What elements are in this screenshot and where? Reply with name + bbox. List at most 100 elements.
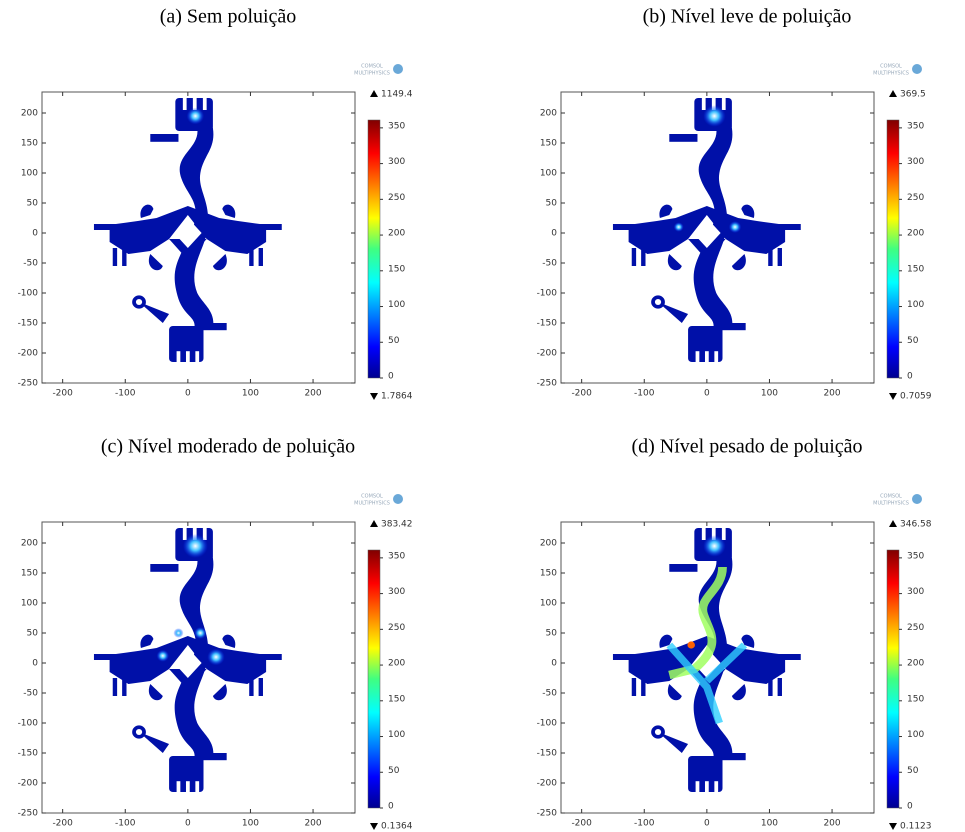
min-icon [370,823,378,830]
colorbar-tick-label: 200 [388,659,405,669]
y-tick-label: -250 [537,809,558,819]
panel: (c) Nível moderado de poluição COMSOLMULT… [18,436,413,832]
y-tick-label: 0 [551,659,557,669]
y-tick-label: 50 [546,199,558,209]
panel-title: (d) Nível pesado de poluição [631,436,862,458]
y-tick-label: 200 [540,109,557,119]
max-icon [370,520,378,527]
logo-text: MULTIPHYSICS [354,71,390,77]
hot-spot [156,649,170,662]
panel-title: (a) Sem poluição [160,6,297,28]
y-tick-label: -100 [537,719,558,729]
y-tick-label: -100 [18,289,39,299]
colorbar-tick-label: 200 [907,229,924,239]
plot-frame [41,91,356,384]
y-tick-label: 150 [21,569,38,579]
min-value: 0.1364 [381,822,413,832]
y-tick-label: 50 [546,629,558,639]
hot-spot [703,535,726,557]
y-tick-label: 0 [32,229,38,239]
colorbar-tick-label: 350 [388,121,405,131]
field-shape [93,528,282,792]
colorbar-tick-label: 150 [907,264,924,274]
hot-spot [673,222,684,232]
y-tick-label: -200 [18,779,39,789]
min-value: 0.7059 [900,392,932,402]
logo-text: MULTIPHYSICS [873,501,909,507]
y-tick-label: 200 [540,539,557,549]
geometry [93,528,282,792]
field-shape [612,97,801,362]
y-tick-label: 200 [21,539,38,549]
colorbar-tick-label: 50 [388,336,400,346]
y-tick-label: 150 [21,139,38,149]
y-tick-label: -250 [18,809,39,819]
colorbar-tick-label: 0 [388,372,394,382]
x-tick-label: 0 [704,819,710,829]
panel-title: (b) Nível leve de poluição [643,6,852,28]
x-tick-label: -100 [115,819,136,829]
colorbar-tick-label: 150 [907,694,924,704]
stress-band [668,566,727,680]
colorbar-tick-label: 150 [388,694,405,704]
plot-frame [41,521,356,814]
colorbar-tick-label: 100 [388,730,405,740]
min-icon [370,393,378,400]
colorbar-tick-label: 150 [388,264,405,274]
y-tick-label: -50 [542,259,557,269]
x-tick-label: -100 [634,819,655,829]
panel-title: (c) Nível moderado de poluição [101,436,355,458]
colorbar-tick-label: 100 [907,730,924,740]
hot-spot [687,641,695,649]
x-tick-label: -200 [571,819,592,829]
y-tick-label: 150 [540,569,557,579]
colorbar-tick-label: 350 [388,551,405,561]
colorbar-tick-label: 50 [907,766,919,776]
x-tick-label: 100 [761,389,778,399]
colorbar-tick-label: 250 [907,193,924,203]
hot-spot [186,107,205,125]
logo-icon [393,494,403,504]
field-shape [93,97,282,362]
colorbar-tick-label: 300 [388,587,405,597]
logo-text: COMSOL [361,64,383,70]
max-value: 346.58 [900,520,932,530]
geometry [612,97,801,362]
logo-text: MULTIPHYSICS [873,71,909,77]
y-tick-label: 50 [27,629,39,639]
x-tick-label: 0 [185,389,191,399]
colorbar-tick-label: 0 [388,802,394,812]
y-tick-label: -250 [537,379,558,389]
colorbar-tick-label: 350 [907,121,924,131]
max-icon [889,520,897,527]
colorbar-tick-label: 100 [907,300,924,310]
x-tick-label: 200 [823,389,840,399]
logo-text: MULTIPHYSICS [354,501,390,507]
hot-spot [194,627,207,639]
x-tick-label: 0 [185,819,191,829]
y-tick-label: 0 [551,229,557,239]
x-tick-label: 200 [823,819,840,829]
colorbar [367,119,381,379]
x-tick-label: 0 [704,389,710,399]
panel: (d) Nível pesado de poluição COMSOLMULTIP… [537,436,932,832]
logo-icon [912,64,922,74]
hot-spot [703,105,726,127]
y-tick-label: -150 [18,319,39,329]
y-tick-label: -100 [18,719,39,729]
min-icon [889,823,897,830]
x-tick-label: -200 [571,389,592,399]
colorbar-tick-label: 250 [907,623,924,633]
x-tick-label: 100 [242,819,259,829]
colorbar-tick-label: 100 [388,300,405,310]
y-tick-label: 50 [27,199,39,209]
y-tick-label: -50 [542,689,557,699]
y-tick-label: 100 [540,169,557,179]
y-tick-label: -50 [23,689,38,699]
colorbar-tick-label: 300 [907,587,924,597]
max-icon [370,90,378,97]
hot-spot [173,628,184,638]
colorbar [367,549,381,809]
